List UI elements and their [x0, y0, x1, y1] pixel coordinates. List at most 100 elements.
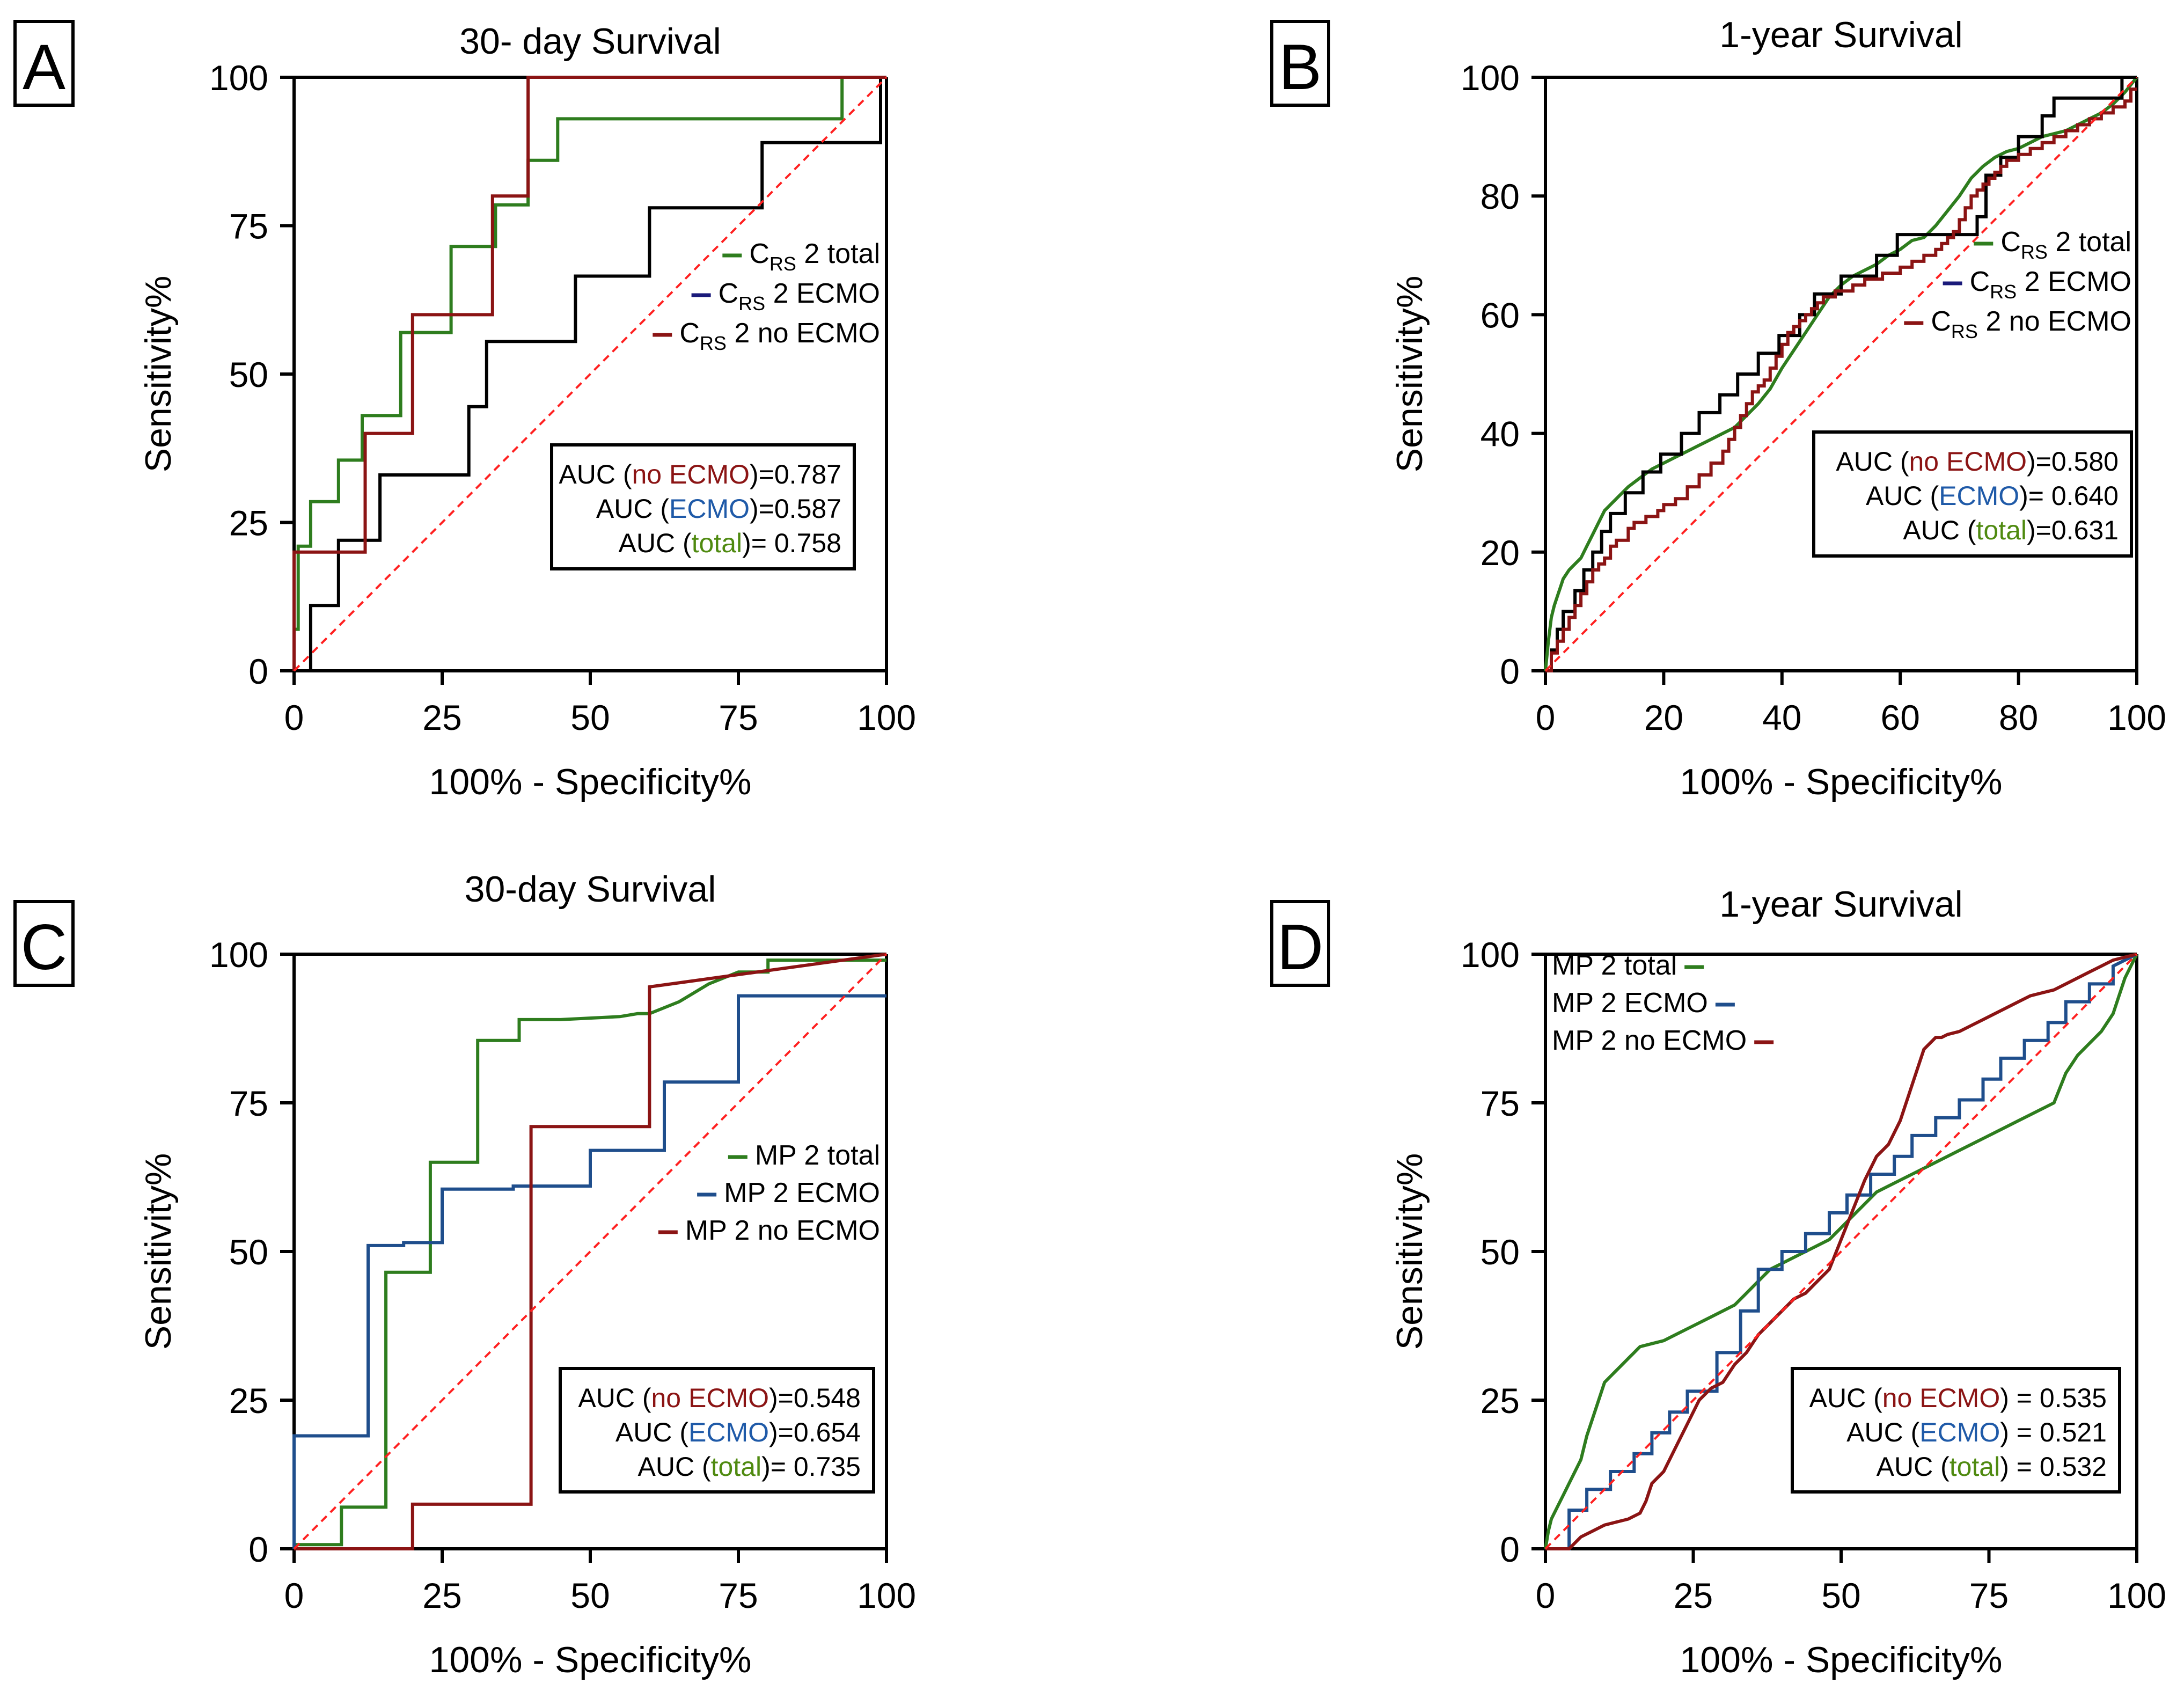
legend-item: MP 2 total — [1552, 950, 1704, 981]
auc-group-name: ECMO — [1919, 1417, 2000, 1447]
panel-letter-box — [1270, 900, 1330, 987]
auc-line: AUC (no ECMO)=0.787 — [559, 459, 841, 489]
y-tick-label: 50 — [229, 1232, 268, 1272]
legend-label-text: MP 2 total — [1552, 950, 1677, 981]
legend-label: MP 2 no ECMO — [1552, 1025, 1747, 1056]
legend: MP 2 total MP 2 ECMO MP 2 no ECMO — [658, 1140, 880, 1246]
roc-curve-crs-2-total — [1544, 76, 2138, 671]
auc-group-name: ECMO — [669, 494, 750, 524]
y-tick-label: 100 — [209, 58, 268, 98]
auc-value: )=0.548 — [769, 1383, 861, 1413]
legend-label-rest: 2 ECMO — [765, 278, 880, 309]
auc-prefix: AUC ( — [638, 1452, 711, 1482]
auc-prefix: AUC ( — [1866, 481, 1939, 511]
y-tick-label: 0 — [248, 652, 268, 691]
y-tick-label: 50 — [229, 355, 268, 394]
y-tick-label: 0 — [248, 1529, 268, 1569]
legend-label-rest: 2 no ECMO — [727, 318, 880, 349]
chart-title: 1-year Survival — [1719, 14, 1963, 55]
auc-line: AUC (ECMO)=0.587 — [596, 494, 841, 524]
legend-label: MP 2 ECMO — [1552, 987, 1708, 1019]
roc-curve-mp-2-ecmo — [292, 994, 886, 1549]
auc-line: AUC (total)= 0.735 — [638, 1452, 861, 1482]
legend-item: MP 2 ECMO — [697, 1177, 880, 1209]
auc-value: )=0.631 — [2027, 515, 2119, 545]
y-tick-label: 25 — [229, 1381, 268, 1421]
legend-label-subscript: RS — [1990, 281, 2017, 303]
x-tick-label: 75 — [719, 698, 758, 737]
legend: MP 2 total MP 2 ECMO MP 2 no ECMO — [1552, 950, 1774, 1056]
auc-value: ) = 0.521 — [2000, 1417, 2107, 1447]
y-axis-label: Sensitivity% — [1389, 276, 1430, 473]
legend-label-subscript: RS — [738, 292, 765, 314]
x-tick-label: 0 — [1536, 698, 1556, 737]
auc-group-name: ECMO — [688, 1417, 769, 1447]
legend-label: MP 2 no ECMO — [685, 1215, 880, 1246]
y-axis-label: Sensitivity% — [138, 276, 179, 473]
auc-prefix: AUC ( — [1809, 1383, 1882, 1413]
panel-letter: A — [23, 31, 65, 103]
legend-item: CRS 2 ECMO — [1943, 266, 2131, 303]
x-axis-label: 100% - Specificity% — [429, 762, 752, 802]
roc-curve-crs-2-ecmo — [294, 77, 882, 672]
x-tick-label: 50 — [1821, 1576, 1860, 1615]
y-tick-label: 40 — [1481, 414, 1520, 454]
auc-group-name: total — [692, 528, 743, 558]
panel-letter-box — [13, 900, 75, 987]
auc-prefix: AUC ( — [1877, 1452, 1950, 1482]
x-tick-label: 80 — [1999, 698, 2038, 737]
y-tick-label: 75 — [229, 1084, 268, 1123]
auc-prefix: AUC ( — [615, 1417, 688, 1447]
auc-value: )= 0.640 — [2019, 481, 2119, 511]
legend-label: CRS 2 ECMO — [719, 278, 880, 314]
legend-item: CRS 2 no ECMO — [1904, 306, 2131, 342]
y-tick-label: 75 — [1481, 1084, 1520, 1123]
auc-group-name: no ECMO — [1882, 1383, 2000, 1413]
auc-value: )=0.580 — [2027, 447, 2119, 477]
legend-label-rest: 2 ECMO — [2017, 266, 2131, 297]
x-tick-label: 20 — [1644, 698, 1683, 737]
legend-label-text: C — [1970, 266, 1990, 297]
auc-line: AUC (ECMO)= 0.640 — [1866, 481, 2119, 511]
legend-label-subscript: RS — [1951, 320, 1978, 342]
reference-line — [293, 76, 888, 672]
x-tick-label: 100 — [2107, 698, 2166, 737]
legend-label-subscript: RS — [700, 332, 727, 354]
x-axis-label: 100% - Specificity% — [1680, 762, 2003, 802]
roc-curve-crs-2-total — [292, 76, 886, 671]
auc-prefix: AUC ( — [559, 459, 632, 489]
x-tick-label: 100 — [857, 698, 916, 737]
auc-group-name: no ECMO — [632, 459, 750, 489]
y-tick-label: 100 — [209, 935, 268, 975]
legend-item: CRS 2 no ECMO — [653, 318, 880, 354]
legend-label: CRS 2 ECMO — [1970, 266, 2131, 303]
x-tick-label: 75 — [1969, 1576, 2009, 1615]
panel-letter: D — [1277, 911, 1324, 983]
legend-label: CRS 2 no ECMO — [1931, 306, 2131, 342]
legend-label-text: MP 2 ECMO — [724, 1177, 880, 1209]
x-tick-label: 25 — [1674, 1576, 1713, 1615]
legend-label: CRS 2 no ECMO — [679, 318, 880, 354]
x-tick-label: 100 — [2107, 1576, 2166, 1615]
auc-line: AUC (total) = 0.532 — [1877, 1452, 2107, 1482]
legend-label-text: C — [679, 318, 700, 349]
auc-prefix: AUC ( — [1836, 447, 1909, 477]
legend-label-text: MP 2 total — [755, 1140, 880, 1171]
auc-prefix: AUC ( — [619, 528, 692, 558]
roc-curve-mp-2-no-ecmo — [1545, 953, 2137, 1550]
legend-label-rest: 2 total — [2048, 226, 2131, 258]
roc-curve-mp-2-total — [1544, 953, 2138, 1549]
auc-group-name: ECMO — [1939, 481, 2019, 511]
roc-curve-crs-2-no-ecmo — [292, 76, 886, 671]
y-tick-label: 0 — [1500, 652, 1520, 691]
auc-value: )=0.787 — [750, 459, 841, 489]
y-tick-label: 75 — [229, 207, 268, 246]
panel-letter: C — [21, 911, 68, 983]
auc-line: AUC (ECMO)=0.654 — [615, 1417, 861, 1447]
roc-curve-crs-2-ecmo — [1545, 76, 2137, 672]
legend-item: MP 2 ECMO — [1552, 987, 1735, 1019]
x-tick-label: 0 — [284, 698, 304, 737]
roc-curve-crs-2-no-ecmo — [1545, 87, 2137, 672]
legend-label: MP 2 total — [755, 1140, 880, 1171]
